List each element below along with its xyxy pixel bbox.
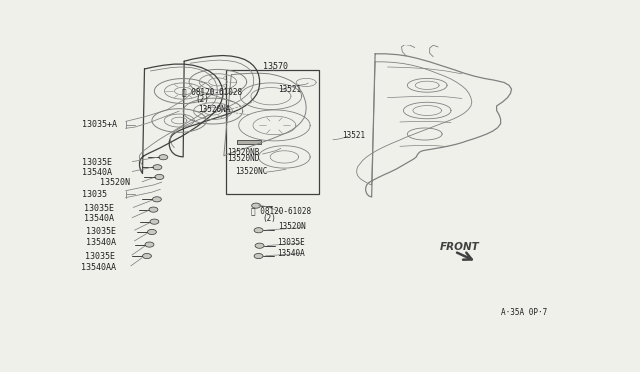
Text: 13035E: 13035E — [86, 227, 116, 236]
Bar — [227, 70, 319, 194]
Bar — [237, 140, 260, 144]
Circle shape — [152, 197, 161, 202]
Text: 13540A: 13540A — [277, 248, 305, 258]
Circle shape — [155, 174, 164, 180]
Circle shape — [252, 203, 260, 208]
Circle shape — [149, 207, 158, 212]
Text: 13520NC: 13520NC — [235, 167, 267, 176]
Text: 13540A: 13540A — [83, 168, 113, 177]
Text: 13540A: 13540A — [84, 214, 114, 223]
Circle shape — [143, 253, 152, 259]
Text: 13520ND: 13520ND — [227, 154, 259, 163]
Text: Ⓑ 08120-61028: Ⓑ 08120-61028 — [182, 87, 242, 96]
Text: 13520NB: 13520NB — [227, 148, 259, 157]
Text: 13035+A: 13035+A — [83, 121, 118, 129]
Circle shape — [159, 155, 168, 160]
Text: 13521: 13521 — [342, 131, 365, 140]
Circle shape — [145, 242, 154, 247]
Circle shape — [150, 219, 159, 224]
Circle shape — [153, 165, 162, 170]
Text: (2): (2) — [262, 214, 276, 223]
Circle shape — [254, 253, 263, 259]
Text: 13520N: 13520N — [278, 222, 306, 231]
Text: 13035E: 13035E — [85, 252, 115, 261]
Text: 13540A: 13540A — [86, 238, 116, 247]
Text: (2): (2) — [195, 95, 209, 104]
Text: 13540AA: 13540AA — [81, 263, 116, 272]
Text: 13035E: 13035E — [83, 158, 113, 167]
Text: 13035E: 13035E — [277, 238, 305, 247]
Text: A·35A 0P·7: A·35A 0P·7 — [500, 308, 547, 317]
Text: Ⓑ 08120-61028: Ⓑ 08120-61028 — [251, 207, 311, 216]
Text: 13035: 13035 — [83, 190, 108, 199]
Text: 13520N: 13520N — [100, 178, 130, 187]
Text: 13521: 13521 — [278, 84, 301, 93]
Text: FRONT: FRONT — [440, 243, 479, 253]
Circle shape — [147, 230, 156, 235]
Circle shape — [255, 243, 264, 248]
Text: 13570: 13570 — [262, 62, 287, 71]
Text: 13520NA: 13520NA — [198, 105, 230, 115]
Text: 13035E: 13035E — [84, 204, 114, 213]
Circle shape — [254, 228, 263, 233]
